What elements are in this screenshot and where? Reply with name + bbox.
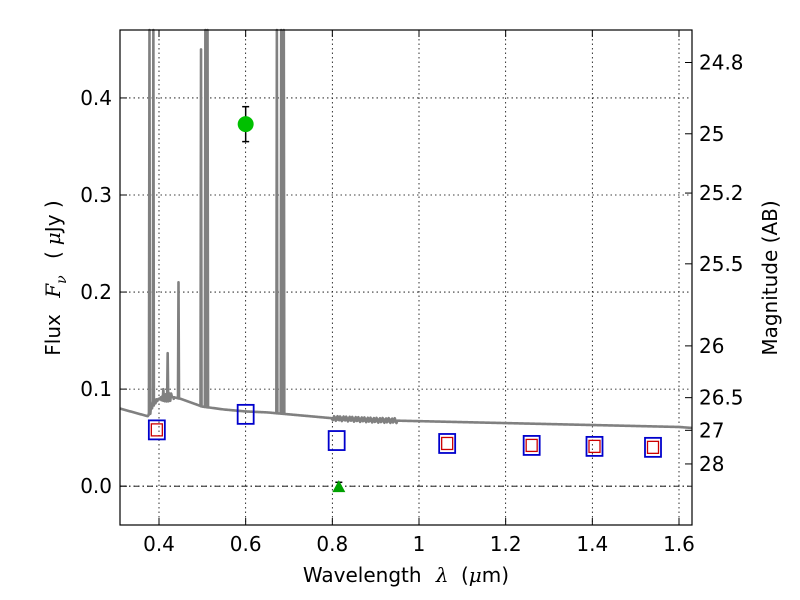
- plot-frame: [119, 29, 693, 526]
- x-axis-unit-open: (: [461, 563, 469, 587]
- magnitude-tick-label: 28: [699, 452, 724, 476]
- x-tick-label: 0.4: [143, 532, 175, 556]
- magnitude-tick-label: 25: [699, 122, 724, 146]
- y-axis-unit-mu: μ: [41, 232, 65, 245]
- observed-flux-square: [525, 438, 538, 453]
- magnitude-tick-label: 26: [699, 334, 724, 358]
- y-tick-label: 0.4: [80, 86, 112, 110]
- x-tick-label: 1: [413, 532, 426, 556]
- detection-point: [237, 116, 254, 133]
- magnitude-tick-label: 25.2: [699, 181, 744, 205]
- magnitude-axis-ticks: 24.8 25 25.2 25.5 26 26.5 27 28: [685, 50, 744, 476]
- x-tick-label: 1.2: [490, 532, 522, 556]
- x-axis-unit-mu: μ: [469, 563, 482, 587]
- y-axis-ticks: 0.0 0.1 0.2 0.3 0.4: [80, 86, 127, 498]
- x-axis-ticks: 0.4 0.6 0.8 1 1.2 1.4 1.6: [143, 30, 695, 556]
- y-axis-unit-close: Jy ): [41, 200, 65, 234]
- non-detection-triangle: [332, 480, 346, 493]
- x-tick-label: 0.6: [230, 532, 262, 556]
- x-axis-label: Wavelength: [303, 563, 422, 587]
- y-axis-title: Flux Fν ( μJy ): [41, 200, 71, 355]
- y-axis-subscript: ν: [54, 275, 70, 284]
- model-photometry-square: [644, 436, 662, 458]
- x-axis-title: Wavelength λ (μm): [303, 563, 509, 587]
- observed-flux-square: [588, 439, 601, 454]
- spectrum-line: [119, 28, 693, 430]
- grid-lines: [120, 30, 692, 525]
- model-spectrum: [119, 28, 693, 430]
- x-tick-label: 1.6: [663, 532, 695, 556]
- model-photometry-square: [236, 403, 255, 425]
- y-tick-label: 0.2: [80, 280, 112, 304]
- x-axis-unit-close: m): [482, 563, 509, 587]
- observed-flux-square: [150, 423, 163, 437]
- magnitude-tick-label: 24.8: [699, 50, 744, 74]
- x-tick-label: 1.4: [576, 532, 608, 556]
- y-tick-label: 0.1: [80, 377, 112, 401]
- magnitude-tick-label: 26.5: [699, 386, 744, 410]
- magnitude-tick-label: 25.5: [699, 252, 744, 276]
- model-photometry-square: [522, 435, 541, 456]
- y-axis-label: Flux: [41, 314, 65, 356]
- observed-flux-square: [441, 436, 454, 451]
- photometry-markers: [147, 105, 662, 493]
- magnitude-tick-label: 27: [699, 418, 724, 442]
- x-tick-label: 0.8: [316, 532, 348, 556]
- y-tick-label: 0.0: [80, 474, 112, 498]
- model-photometry-square: [147, 419, 166, 441]
- y-axis-unit-open: (: [41, 251, 65, 259]
- model-photometry-square: [585, 435, 604, 457]
- magnitude-axis-title: Magnitude (AB): [758, 200, 782, 355]
- observed-flux-square: [646, 440, 660, 455]
- model-photometry-square: [327, 430, 346, 451]
- x-axis-symbol: λ: [435, 563, 449, 587]
- y-tick-label: 0.3: [80, 183, 112, 207]
- model-photometry-square: [438, 433, 457, 454]
- y-axis-symbol: F: [41, 283, 65, 299]
